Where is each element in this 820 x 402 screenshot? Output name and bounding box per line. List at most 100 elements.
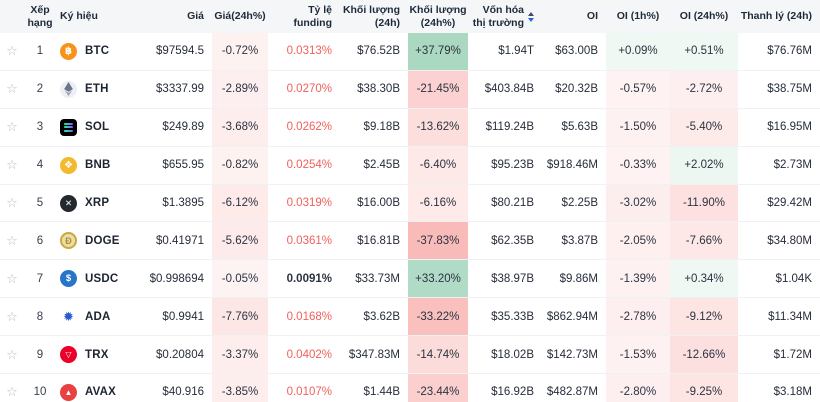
table-row-eth[interactable]: ☆ 2 ETH $3337.99 -2.89% 0.0270% $38.30B -21.45%…	[0, 70, 820, 109]
change24h-cell: -5.62%	[212, 222, 268, 260]
coin-symbol-label: USDC	[85, 272, 119, 285]
favorite-star-icon[interactable]: ☆	[6, 157, 18, 173]
symbol-cell: Đ DOGE	[56, 222, 144, 259]
mcap-cell: $95.23B	[491, 159, 534, 172]
symbol-cell: ▽ TRX	[56, 336, 144, 373]
oi24hPct-cell: +2.02%	[670, 146, 738, 184]
avax-coin-icon: ▲	[60, 383, 77, 401]
rank-cell: 10	[33, 386, 47, 399]
oi-cell: $2.25B	[561, 197, 598, 209]
favorite-star-icon[interactable]: ☆	[6, 384, 18, 400]
price-cell: $249.89	[162, 121, 204, 134]
column-header-liq24h[interactable]: Thanh lý (24h)	[738, 0, 820, 33]
column-header-fav[interactable]	[0, 0, 24, 33]
symbol-cell: $ USDC	[56, 260, 144, 297]
oi1hPct-cell: +0.09%	[606, 33, 670, 70]
table-row-xrp[interactable]: ☆ 5 ✕ XRP $1.3895 -6.12% 0.0319% $16.00B -6.16% $…	[0, 184, 820, 223]
table-row-btc[interactable]: ☆ 1 ฿ BTC $97594.5 -0.72% 0.0313% $76.52B +37.79…	[0, 33, 820, 71]
favorite-star-icon[interactable]: ☆	[6, 346, 18, 362]
price-cell: $97594.5	[156, 45, 204, 58]
column-header-vol24hPct[interactable]: Khối lượng (24h%)	[408, 0, 468, 33]
sort-arrows-icon[interactable]	[528, 11, 534, 22]
rank-cell: 7	[36, 272, 44, 285]
table-header: Xếp hạng Ký hiệu Giá Giá(24h%) Tỷ lệ funding…	[0, 0, 820, 33]
vol24h-cell: $38.30B	[357, 83, 400, 96]
column-header-price[interactable]: Giá	[144, 0, 212, 33]
table-row-ada[interactable]: ☆ 8 ✹ ADA $0.9941 -7.76% 0.0168% $3.62B -33.22% $…	[0, 298, 820, 337]
favorite-star-icon[interactable]: ☆	[6, 232, 18, 248]
coin-symbol-label: XRP	[85, 197, 110, 209]
symbol-cell: ฿ BTC	[56, 33, 144, 70]
table-row-usdc[interactable]: ☆ 7 $ USDC $0.998694 -0.05% 0.0091% $33.73M +33.…	[0, 260, 820, 299]
vol24h-cell: $76.52B	[357, 45, 400, 58]
sol-coin-icon	[60, 118, 77, 136]
table-row-sol[interactable]: ☆ 3 SOL $249.89 -3.68% 0.0262% $9.18B -13.62% $1…	[0, 108, 820, 147]
column-header-mcap[interactable]: Vốn hóa thị trường	[468, 0, 542, 33]
favorite-star-icon[interactable]: ☆	[6, 308, 18, 324]
table-body: ☆ 1 ฿ BTC $97594.5 -0.72% 0.0313% $76.52B +37.79…	[0, 33, 820, 402]
vol24hPct-cell: -21.45%	[408, 70, 468, 108]
favorite-star-icon[interactable]: ☆	[6, 195, 18, 210]
mcap-cell: $18.02B	[491, 348, 534, 361]
oi1hPct-cell: -2.78%	[606, 298, 670, 336]
table-row-doge[interactable]: ☆ 6 Đ DOGE $0.41971 -5.62% 0.0361% $16.81B -37.8…	[0, 222, 820, 261]
change24h-cell: -3.37%	[212, 336, 268, 374]
column-header-oi24hPct[interactable]: OI (24h%)	[670, 0, 738, 33]
table-row-avax[interactable]: ☆ 10 ▲ AVAX $40.916 -3.85% 0.0107% $1.44B -23.44…	[0, 374, 820, 402]
liq24h-cell: $76.76M	[767, 45, 812, 58]
oi24hPct-cell: -2.72%	[670, 70, 738, 108]
vol24hPct-cell: -14.74%	[408, 336, 468, 374]
rank-cell: 3	[36, 121, 44, 134]
vol24hPct-cell: -6.16%	[408, 184, 468, 222]
column-label: Tỷ lệ funding	[293, 4, 332, 29]
column-header-oi[interactable]: OI	[542, 0, 606, 33]
coin-symbol-label: SOL	[85, 121, 110, 134]
change24h-cell: -6.12%	[212, 184, 268, 222]
rank-cell: 5	[36, 197, 44, 209]
column-header-change24h[interactable]: Giá(24h%)	[212, 0, 268, 33]
price-cell: $40.916	[162, 386, 204, 399]
oi1hPct-cell: -0.33%	[606, 146, 670, 184]
liq24h-cell: $2.73M	[773, 159, 812, 172]
favorite-star-icon[interactable]: ☆	[6, 119, 18, 135]
mcap-cell: $35.33B	[491, 310, 534, 323]
funding-cell: 0.0402%	[286, 348, 332, 361]
table-row-bnb[interactable]: ☆ 4 ❖ BNB $655.95 -0.82% 0.0254% $2.45B -6.40% $9…	[0, 146, 820, 185]
favorite-star-icon[interactable]: ☆	[6, 81, 18, 97]
ada-coin-icon: ✹	[63, 308, 74, 324]
column-label: Khối lượng (24h%)	[409, 4, 467, 29]
vol24hPct-cell: -13.62%	[408, 108, 468, 146]
oi-cell: $9.86M	[559, 272, 598, 285]
oi1hPct-cell: -3.02%	[606, 184, 670, 222]
favorite-star-icon[interactable]: ☆	[6, 270, 18, 286]
coin-symbol-label: ETH	[85, 83, 109, 96]
oi1hPct-cell: -1.50%	[606, 108, 670, 146]
mcap-cell: $1.94T	[498, 45, 534, 58]
column-header-vol24h[interactable]: Khối lượng (24h)	[340, 0, 408, 33]
table-row-trx[interactable]: ☆ 9 ▽ TRX $0.20804 -3.37% 0.0402% $347.83M -14.7…	[0, 336, 820, 375]
price-cell: $1.3895	[162, 197, 204, 209]
funding-cell: 0.0313%	[286, 45, 332, 58]
liq24h-cell: $1.72M	[773, 348, 812, 361]
symbol-cell: ✕ XRP	[56, 185, 144, 222]
funding-cell: 0.0262%	[286, 121, 332, 134]
funding-cell: 0.0091%	[286, 272, 332, 285]
funding-cell: 0.0319%	[286, 197, 332, 209]
rank-cell: 1	[36, 45, 44, 58]
vol24h-cell: $347.83M	[348, 348, 400, 361]
column-header-funding[interactable]: Tỷ lệ funding	[268, 0, 340, 33]
vol24h-cell: $16.81B	[357, 234, 400, 247]
column-header-rank[interactable]: Xếp hạng	[24, 0, 56, 33]
mcap-cell: $16.92B	[491, 386, 534, 399]
xrp-coin-icon: ✕	[60, 194, 77, 212]
column-label: Giá	[187, 10, 204, 23]
symbol-cell: ETH	[56, 71, 144, 108]
funding-cell: 0.0168%	[286, 310, 332, 323]
rank-cell: 9	[36, 348, 44, 361]
mcap-cell: $119.24B	[485, 121, 534, 134]
favorite-star-icon[interactable]: ☆	[6, 43, 18, 59]
column-header-oi1hPct[interactable]: OI (1h%)	[606, 0, 670, 33]
oi24hPct-cell: -11.90%	[670, 184, 738, 222]
column-header-symbol[interactable]: Ký hiệu	[56, 0, 144, 33]
